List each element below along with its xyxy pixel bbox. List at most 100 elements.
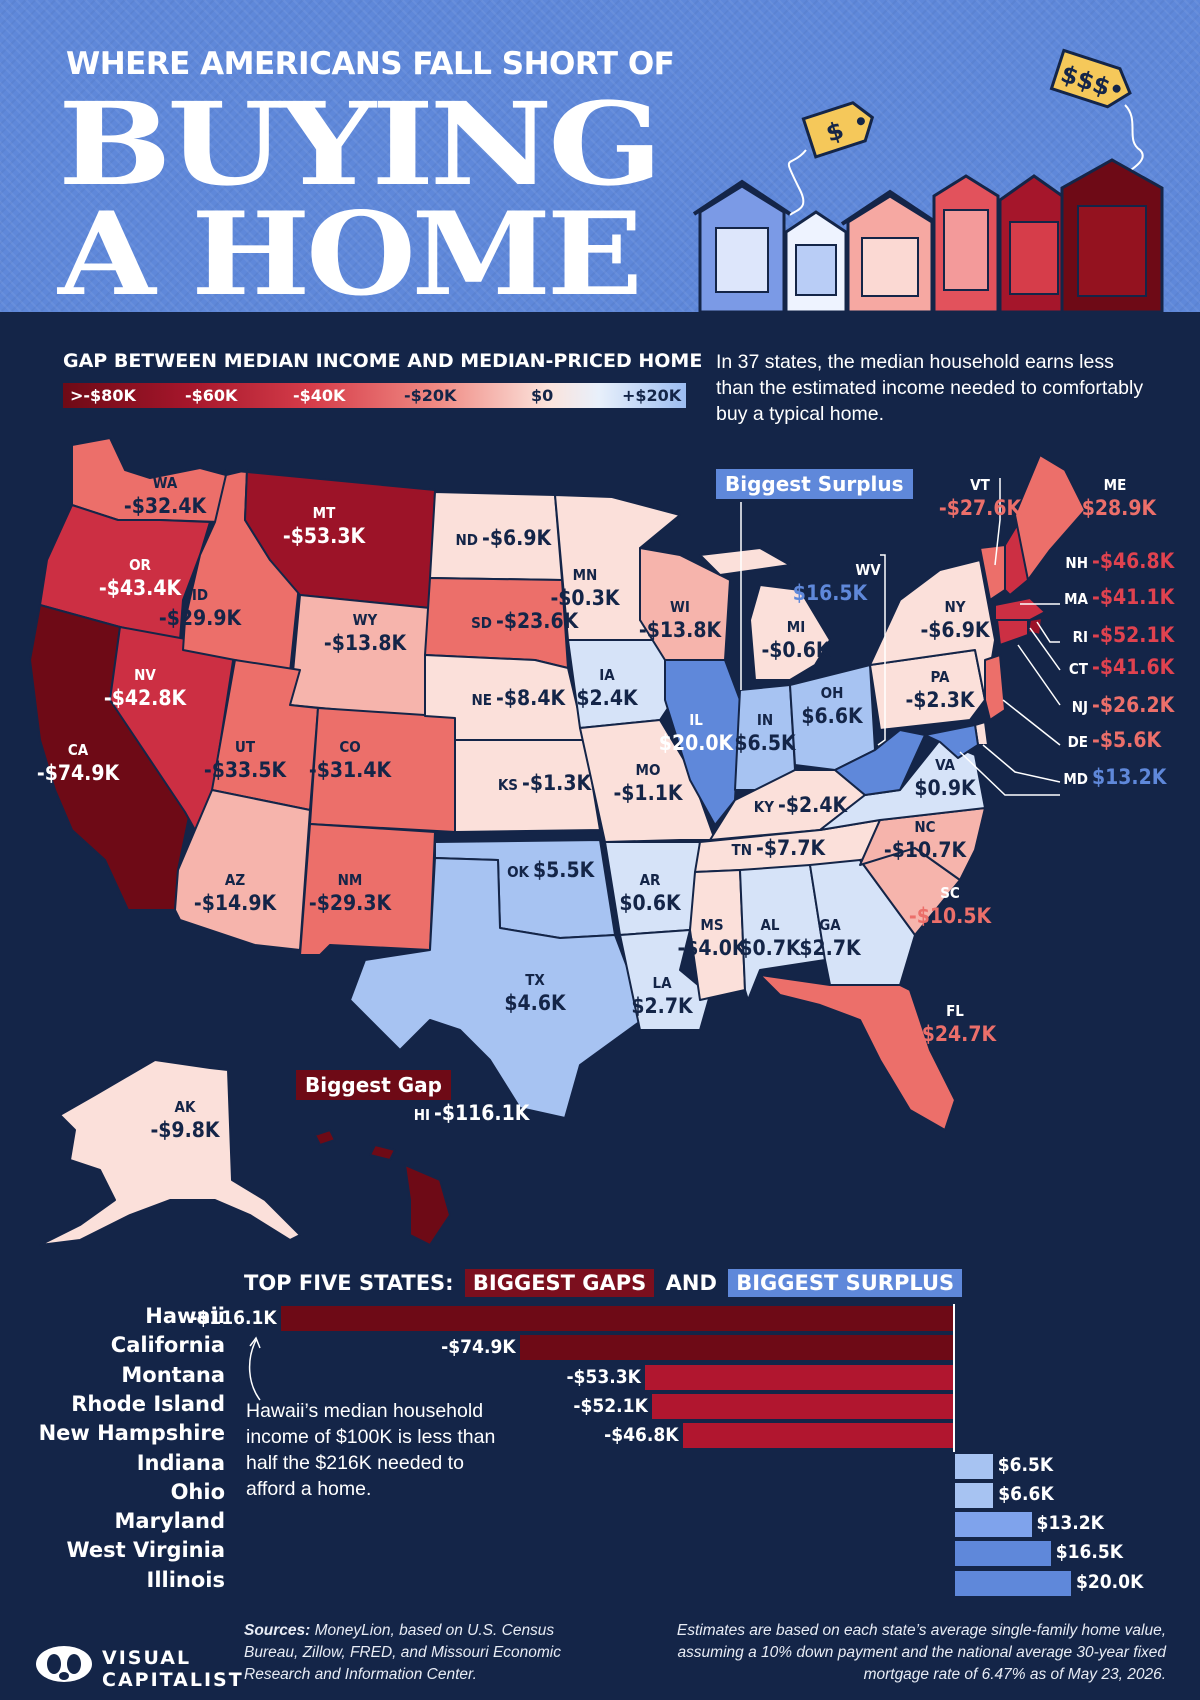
legend-label-5: $0: [531, 386, 554, 405]
state-value-NM: -$29.3K: [309, 891, 393, 915]
house-1-icon: [692, 179, 792, 312]
state-IL: [664, 659, 741, 826]
state-code-HI: HI: [414, 1106, 430, 1124]
state-code-OR: OR: [129, 556, 151, 574]
state-code-ME: ME: [1104, 476, 1127, 494]
price-tag-large-icon: $$$: [1049, 48, 1132, 109]
intro-text: In 37 states, the median household earns…: [716, 351, 1144, 425]
state-value-CA: -$74.9K: [37, 761, 121, 785]
state-code-SC: SC: [940, 884, 960, 902]
state-AK: [39, 1059, 301, 1246]
state-code-KY: KY: [754, 798, 774, 816]
ranking-bar-label: -$46.8K: [604, 1424, 679, 1447]
us-map: WA -$32.4K OR -$43.4K CA -$74.9K NV -$42.8K ID -$…: [29, 437, 1176, 1246]
state-code-LA: LA: [652, 974, 672, 992]
ranking-title-prefix: TOP FIVE STATES:: [244, 1271, 454, 1295]
ranking-bar: [954, 1569, 1072, 1597]
ranking-bar: [954, 1481, 995, 1509]
state-CT: [996, 619, 1029, 646]
ranking-bar-label: $16.5K: [1055, 1541, 1124, 1564]
state-code-GA: GA: [819, 916, 841, 934]
state-value-NJ: -$26.2K: [1092, 693, 1176, 717]
state-value-MA: -$41.1K: [1092, 585, 1176, 609]
state-value-OH: $6.6K: [801, 704, 864, 728]
ranking-bar-label: $20.0K: [1076, 1570, 1144, 1593]
ranking-bar: [954, 1452, 994, 1480]
state-code-NC: NC: [914, 818, 935, 836]
state-value-NE: -$8.4K: [496, 686, 566, 710]
state-code-PA: PA: [931, 668, 951, 686]
state-code-CA: CA: [68, 741, 89, 759]
state-code-CT: CT: [1069, 660, 1089, 678]
ranking-bar: [682, 1423, 954, 1449]
state-VA: [819, 739, 986, 831]
state-NJ: [984, 654, 1006, 721]
house-6-icon: [1060, 158, 1164, 312]
state-code-MI: MI: [787, 618, 805, 636]
biggest-surplus-callout: Biggest Surplus: [716, 469, 913, 499]
state-value-WA: -$32.4K: [124, 494, 208, 518]
state-TX: [349, 857, 643, 1119]
state-value-CO: -$31.4K: [309, 758, 393, 782]
ranking-bar: [954, 1511, 1033, 1539]
state-code-IA: IA: [599, 666, 615, 684]
ranking-bar-label: $6.6K: [998, 1482, 1054, 1505]
sources-body: MoneyLion, based on U.S. Census Bureau, …: [244, 1622, 562, 1683]
ranking-bar-label: -$74.9K: [441, 1336, 516, 1359]
state-value-TX: $4.6K: [504, 991, 567, 1015]
ranking-zero-axis: [953, 1304, 955, 1452]
state-code-FL: FL: [946, 1002, 964, 1020]
state-FL: [759, 974, 956, 1131]
state-code-MN: MN: [573, 566, 598, 584]
state-value-ME: -$28.9K: [1074, 496, 1158, 520]
state-code-DE: DE: [1068, 733, 1088, 751]
price-tag-small-icon: $: [801, 101, 875, 159]
state-ME: [1014, 454, 1086, 581]
state-value-IN: $6.5K: [734, 731, 797, 755]
state-code-IN: IN: [757, 711, 773, 729]
state-MS: [689, 869, 746, 1001]
state-code-WV: WV: [855, 561, 881, 579]
ranking-state-name: Hawaii: [145, 1304, 225, 1328]
ranking-state-name: West Virginia: [66, 1538, 226, 1563]
title-line-1: BUYING: [58, 77, 663, 212]
state-code-NY: NY: [944, 598, 965, 616]
callout-lines: [740, 478, 1061, 796]
state-value-RI: -$52.1K: [1092, 623, 1176, 647]
state-code-AL: AL: [760, 916, 779, 934]
biggest-gap-callout: Biggest Gap: [296, 1070, 451, 1100]
ranking-bar: [280, 1306, 954, 1331]
state-code-NM: NM: [338, 871, 363, 889]
state-value-OK: $5.5K: [533, 858, 596, 882]
house-4-icon: [932, 174, 1000, 312]
state-NM: [299, 823, 436, 956]
state-value-GA: $2.7K: [799, 936, 862, 960]
ranking-state-name: Montana: [121, 1362, 225, 1387]
ranking-state-name: Rhode Island: [71, 1391, 225, 1416]
legend-label-3: -$40K: [293, 386, 346, 405]
state-code-CO: CO: [339, 738, 360, 756]
state-value-WY: -$13.8K: [324, 631, 408, 655]
state-value-AZ: -$14.9K: [194, 891, 278, 915]
state-code-VT: VT: [970, 476, 990, 494]
house-5-icon: [998, 174, 1070, 312]
state-value-FL: -$24.7K: [914, 1022, 998, 1046]
state-value-SC: -$10.5K: [909, 904, 993, 928]
ranking-bar: [651, 1393, 954, 1419]
ranking-bar-label: -$116.1K: [190, 1307, 277, 1329]
state-value-MO: -$1.1K: [613, 781, 683, 805]
state-code-NV: NV: [134, 666, 156, 684]
legend-label-1: >-$80K: [70, 386, 136, 405]
state-value-VT: -$27.6K: [939, 496, 1023, 520]
state-value-WV: $16.5K: [793, 581, 869, 605]
state-value-DE: -$5.6K: [1092, 728, 1162, 752]
header-banner: WHERE AMERICANS FALL SHORT OF BUYING A H…: [0, 0, 1200, 312]
sources-text: Sources: MoneyLion, based on U.S. Census…: [244, 1620, 604, 1686]
house-2-icon: [784, 210, 848, 312]
ranking-bar: [519, 1335, 954, 1361]
state-value-AK: -$9.8K: [150, 1118, 220, 1142]
state-value-PA: -$2.3K: [905, 688, 975, 712]
state-value-IA: $2.4K: [576, 686, 639, 710]
state-value-ID: -$29.9K: [159, 606, 243, 630]
state-MI: [699, 547, 831, 681]
